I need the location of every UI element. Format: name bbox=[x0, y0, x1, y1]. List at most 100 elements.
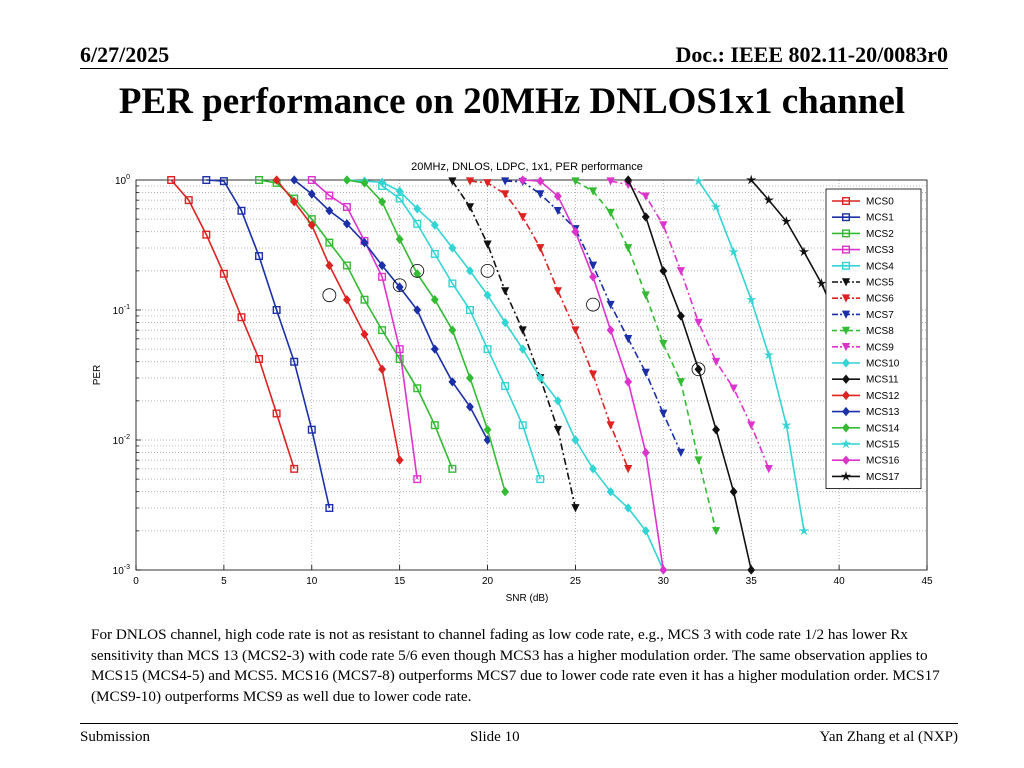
data-point bbox=[641, 447, 650, 458]
x-tick-label: 25 bbox=[570, 576, 582, 587]
data-point bbox=[798, 525, 810, 536]
data-point bbox=[536, 190, 545, 199]
data-point bbox=[202, 230, 211, 239]
data-point bbox=[816, 278, 827, 288]
series-mcs0 bbox=[167, 176, 299, 473]
data-point bbox=[694, 364, 703, 374]
legend: MCS0 MCS1 MCS2 MCS3 MCS4 MCS5 MCS6 MCS7 MCS8 MCS9… bbox=[825, 188, 922, 490]
data-point bbox=[430, 421, 439, 430]
data-point bbox=[693, 175, 704, 186]
data-point bbox=[676, 311, 685, 321]
x-tick-label: 10 bbox=[306, 576, 318, 587]
data-point bbox=[729, 487, 738, 497]
data-point bbox=[430, 220, 439, 230]
legend-label: MCS11 bbox=[866, 375, 899, 386]
legend-marker bbox=[842, 406, 850, 417]
legend-entry: MCS14 bbox=[832, 423, 900, 434]
legend-marker bbox=[840, 470, 852, 481]
data-point bbox=[501, 287, 510, 296]
data-point bbox=[501, 382, 510, 391]
data-point bbox=[466, 402, 474, 412]
data-point bbox=[448, 464, 457, 473]
data-point bbox=[395, 354, 404, 363]
data-point bbox=[641, 192, 650, 201]
per-chart: 20MHz, DNLOS, LDPC, 1x1, PER performance… bbox=[92, 161, 933, 604]
data-point bbox=[325, 503, 334, 512]
y-axis-label: PER bbox=[92, 365, 103, 386]
legend-entry: MCS13 bbox=[832, 406, 900, 418]
data-point bbox=[483, 179, 492, 188]
data-point bbox=[448, 279, 457, 288]
data-point bbox=[237, 313, 246, 322]
annotation-circle bbox=[322, 288, 337, 303]
data-point bbox=[553, 396, 562, 406]
data-point bbox=[624, 175, 633, 185]
series-group bbox=[167, 174, 897, 575]
data-point bbox=[746, 294, 757, 305]
x-tick-label: 45 bbox=[921, 576, 933, 587]
legend-label: MCS13 bbox=[866, 407, 900, 418]
annotation-circle bbox=[691, 362, 706, 377]
data-point bbox=[606, 300, 615, 310]
data-point bbox=[325, 206, 334, 216]
data-point bbox=[413, 475, 422, 484]
data-point bbox=[781, 216, 792, 226]
legend-label: MCS3 bbox=[866, 245, 894, 256]
data-point bbox=[360, 237, 369, 248]
data-point bbox=[518, 326, 527, 335]
data-point bbox=[430, 249, 439, 258]
data-point bbox=[518, 421, 527, 430]
data-point bbox=[747, 421, 756, 430]
data-point bbox=[378, 326, 387, 335]
legend-entry: MCS17 bbox=[832, 470, 900, 483]
data-point bbox=[747, 565, 756, 575]
legend-label: MCS5 bbox=[866, 278, 894, 289]
data-point bbox=[641, 291, 650, 300]
legend-entry: MCS7 bbox=[832, 310, 894, 321]
data-point bbox=[483, 345, 492, 354]
footer-author: Yan Zhang et al (NXP) bbox=[819, 729, 958, 745]
legend-marker bbox=[842, 455, 850, 465]
legend-box bbox=[825, 188, 922, 490]
series-mcs14 bbox=[342, 175, 510, 497]
series-mcs1 bbox=[202, 176, 334, 512]
series-line bbox=[170, 179, 295, 470]
series-line bbox=[575, 180, 717, 532]
annotation-circle bbox=[410, 263, 425, 278]
data-point bbox=[342, 295, 351, 305]
data-point bbox=[536, 475, 545, 484]
data-point bbox=[378, 364, 387, 374]
data-point bbox=[781, 419, 792, 430]
y-tick-label: 10-2 bbox=[113, 434, 130, 447]
data-point bbox=[378, 177, 387, 187]
legend-label: MCS7 bbox=[866, 310, 894, 321]
data-point bbox=[676, 448, 686, 458]
series-line bbox=[381, 185, 542, 480]
legend-marker bbox=[841, 343, 851, 352]
data-point bbox=[606, 487, 615, 497]
data-point bbox=[272, 409, 281, 418]
legend-marker bbox=[842, 261, 851, 270]
legend-entry: MCS16 bbox=[832, 455, 900, 467]
data-point bbox=[255, 176, 264, 185]
data-point bbox=[518, 213, 527, 222]
series-line bbox=[275, 179, 401, 461]
data-point bbox=[746, 174, 757, 185]
x-tick-label: 30 bbox=[658, 576, 670, 587]
data-point bbox=[395, 455, 404, 465]
data-point bbox=[659, 339, 668, 349]
x-tick-label: 5 bbox=[221, 576, 227, 587]
legend-label: MCS12 bbox=[866, 391, 900, 402]
series-line bbox=[505, 180, 682, 453]
data-point bbox=[219, 177, 228, 186]
x-axis-label: SNR (dB) bbox=[506, 593, 549, 604]
data-point bbox=[624, 465, 633, 474]
data-point bbox=[290, 464, 299, 473]
data-point bbox=[378, 260, 387, 271]
legend-marker bbox=[841, 278, 851, 287]
data-point bbox=[606, 421, 615, 430]
series-line bbox=[451, 180, 577, 509]
data-point bbox=[342, 261, 351, 270]
legend-label: MCS15 bbox=[866, 440, 900, 451]
data-point bbox=[465, 177, 475, 186]
